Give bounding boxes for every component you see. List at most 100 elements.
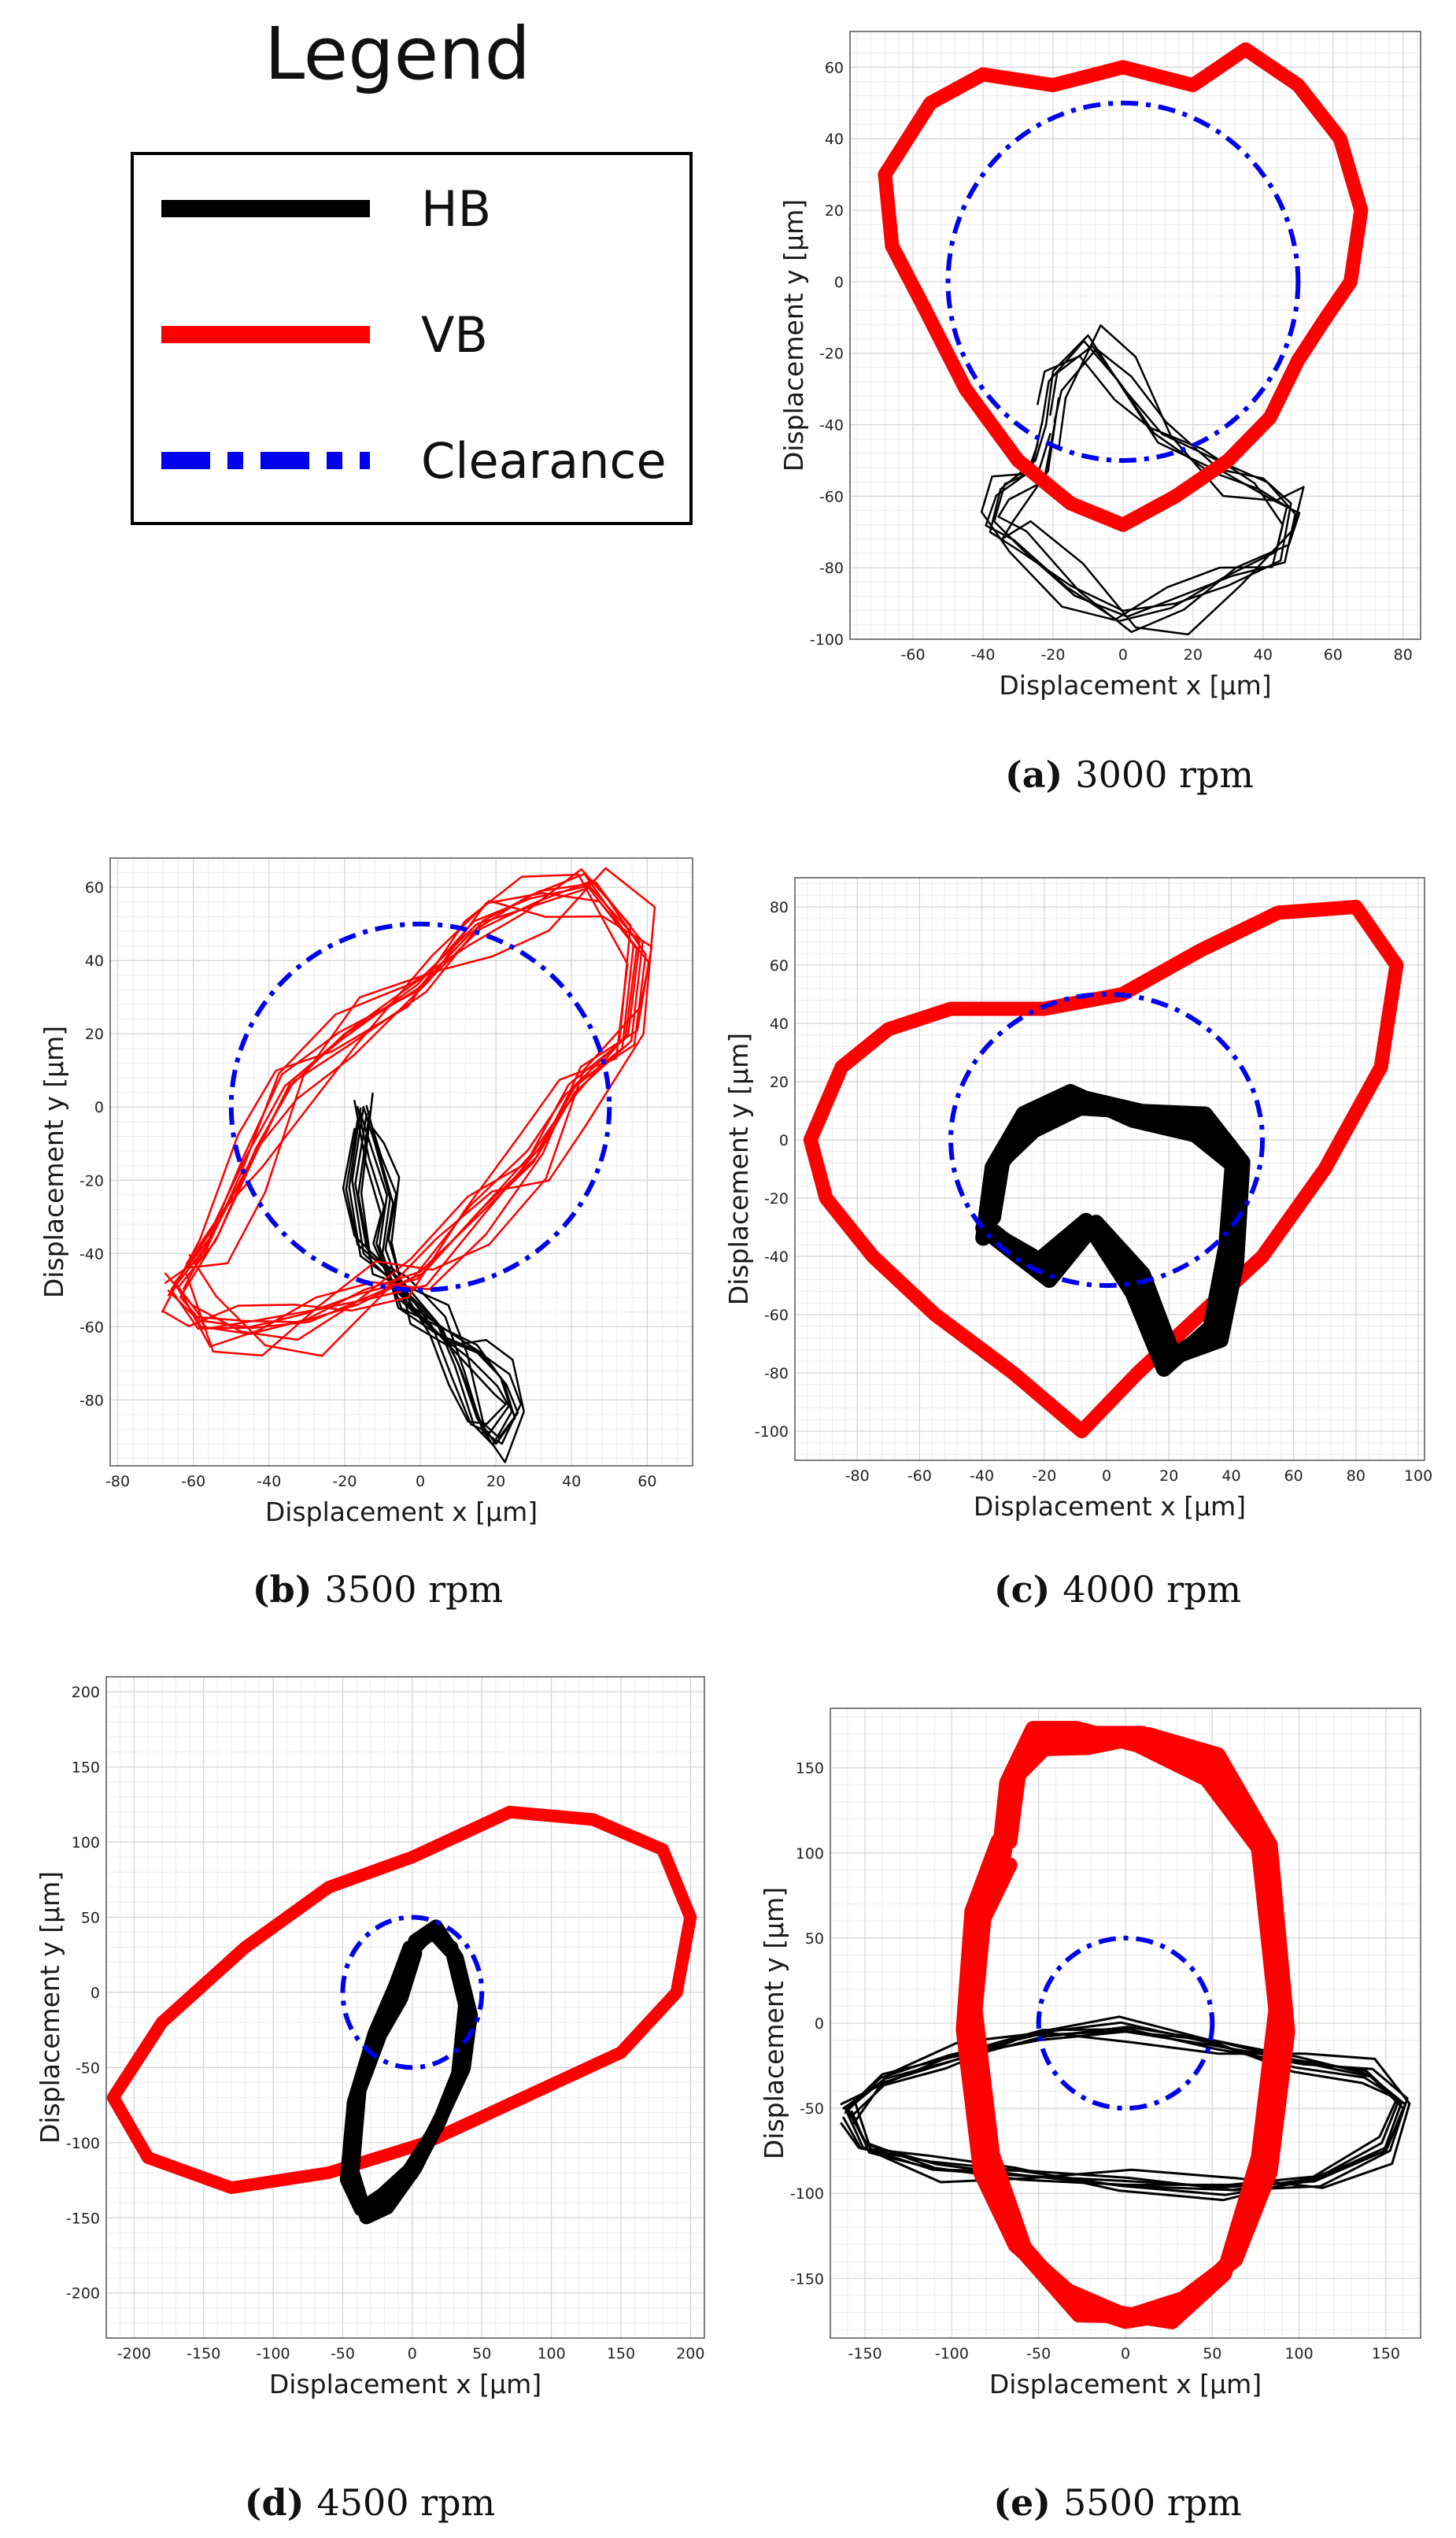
chart-c-caption: (c) 4000 rpm <box>994 1568 1241 1611</box>
chart-b-xtick-label: -20 <box>332 1473 357 1490</box>
chart-a-caption-label: (a) <box>1005 753 1075 796</box>
chart-b-xtick-label: 20 <box>486 1473 505 1490</box>
chart-e-data <box>840 1721 1411 2329</box>
legend-title: Legend <box>264 12 530 96</box>
chart-c-ytick-label: 80 <box>770 899 789 916</box>
chart-a-xtick-label: 0 <box>1118 646 1128 664</box>
chart-d-ytick-label: -100 <box>66 2135 100 2152</box>
chart-b-xtick-label: 60 <box>637 1473 656 1490</box>
chart-a-ytick-label: -100 <box>810 631 844 649</box>
chart-e-xtick-label: 150 <box>1372 2345 1400 2362</box>
chart-b-plot-area <box>110 858 693 1466</box>
chart-a: -60 -40 -20 0 20 40 60 80 -100 -80 -60 -40 -20 0 20 40 6… <box>778 31 1421 796</box>
chart-a-ytick-label: -20 <box>819 346 844 363</box>
chart-d-axes-box <box>105 1676 705 2339</box>
chart-c-xtick-label: 20 <box>1159 1467 1178 1485</box>
chart-c-caption-text: 4000 rpm <box>1062 1568 1241 1611</box>
chart-e-ytick-label: 50 <box>805 1930 824 1948</box>
chart-b-clearance-circle <box>228 921 612 1293</box>
chart-d-xtick-label: 100 <box>537 2345 565 2362</box>
chart-a-ytick-label: -80 <box>819 560 844 577</box>
chart-d-ytick-label: 0 <box>91 1985 100 2002</box>
chart-a-vb-orbit <box>878 42 1369 532</box>
chart-c-xtick-label: 100 <box>1404 1467 1432 1485</box>
chart-e-series-vb <box>955 1721 1295 2329</box>
chart-d-data <box>106 1805 697 2225</box>
chart-b-vb-orbit <box>188 867 656 1357</box>
chart-c-ylabel: Displacement y [μm] <box>723 1033 754 1305</box>
chart-c-hb-orbit <box>975 1084 1240 1377</box>
chart-d-xtick-label: 0 <box>408 2345 417 2362</box>
chart-c-xtick-label: -60 <box>907 1467 932 1485</box>
chart-e-caption-label: (e) <box>993 2481 1063 2524</box>
chart-d-vb-orbit <box>106 1805 697 2195</box>
chart-a-hb-orbit <box>980 355 1284 621</box>
chart-d-xtick-label: 150 <box>607 2345 635 2362</box>
chart-a-ytick-label: -60 <box>819 488 844 505</box>
chart-b-caption-label: (b) <box>253 1568 325 1611</box>
panels: -60 -40 -20 0 20 40 60 80 -100 -80 -60 -40 -20 0 20 40 6… <box>35 31 1432 2524</box>
chart-e-ytick-label: 0 <box>815 2015 824 2033</box>
chart-a-axes-box <box>849 31 1421 640</box>
chart-e-xtick-label: -100 <box>935 2345 969 2362</box>
chart-d-grid <box>105 1676 705 2339</box>
chart-a-xtick-label: 40 <box>1254 646 1273 664</box>
chart-b-xlabel: Displacement x [μm] <box>265 1497 538 1527</box>
chart-a-xtick-label: 80 <box>1394 646 1413 664</box>
legend: Legend HB VB Clearance <box>131 12 693 525</box>
chart-b-vb-orbit <box>185 900 653 1357</box>
chart-b-ytick-label: 60 <box>85 879 104 897</box>
chart-a-ytick-label: -40 <box>819 417 844 435</box>
chart-c-ytick-label: -40 <box>764 1249 789 1266</box>
chart-b-ytick-label: 0 <box>94 1099 104 1116</box>
chart-d-ytick-label: 50 <box>81 1909 100 1926</box>
chart-e-grid <box>830 1708 1421 2338</box>
chart-b-series-vb <box>161 867 656 1357</box>
chart-e: -150 -100 -50 0 50 100 150 -150 -100 -50 0 50 100 150… <box>759 1707 1421 2524</box>
chart-a-series-vb <box>878 42 1369 532</box>
chart-b-ytick-label: -80 <box>79 1392 104 1409</box>
chart-d-xtick-label: -100 <box>257 2345 290 2362</box>
chart-a-xtick-label: 60 <box>1324 646 1343 664</box>
chart-d-xtick-label: -150 <box>187 2345 220 2362</box>
chart-e-xtick-label: 0 <box>1121 2345 1130 2362</box>
chart-a-hb-orbit <box>1001 324 1305 636</box>
chart-c-xtick-label: -80 <box>845 1467 870 1485</box>
chart-d-series-hb <box>339 1919 479 2225</box>
chart-c-series-vb <box>803 900 1404 1438</box>
chart-b-caption-text: 3500 rpm <box>324 1568 503 1611</box>
chart-e-xtick-label: 100 <box>1284 2345 1313 2362</box>
chart-a-ytick-label: 60 <box>825 59 844 76</box>
chart-e-caption-text: 5500 rpm <box>1063 2481 1242 2524</box>
chart-d-series-vb <box>106 1805 697 2195</box>
chart-b-ytick-label: 40 <box>85 953 104 970</box>
chart-a-xtick-label: -60 <box>901 646 926 664</box>
chart-c-xtick-label: -20 <box>1032 1467 1056 1485</box>
chart-c-ytick-label: 60 <box>770 957 789 975</box>
chart-b-ytick-label: -40 <box>79 1245 104 1263</box>
chart-c-xtick-label: 40 <box>1221 1467 1240 1485</box>
legend-label-hb: HB <box>421 180 491 238</box>
chart-b-xtick-label: -80 <box>105 1473 130 1490</box>
chart-c-ytick-label: 0 <box>779 1132 789 1149</box>
chart-b-ytick-label: -20 <box>79 1172 104 1189</box>
chart-a-ylabel: Displacement y [μm] <box>778 199 809 472</box>
chart-d-ytick-label: -150 <box>66 2210 100 2227</box>
chart-e-vb-orbit <box>966 1726 1295 2324</box>
chart-b-caption: (b) 3500 rpm <box>253 1568 503 1611</box>
chart-a-clearance-circle <box>945 100 1301 463</box>
chart-a-ytick-label: 0 <box>834 274 844 291</box>
chart-c-ytick-label: -60 <box>764 1307 789 1324</box>
chart-c-ytick-label: -20 <box>764 1190 789 1208</box>
chart-c-axes-box <box>794 877 1425 1461</box>
chart-d-ylabel: Displacement y [μm] <box>35 1871 65 2144</box>
chart-c-ytick-label: 40 <box>770 1016 789 1033</box>
chart-a-hb-orbit <box>997 347 1301 634</box>
chart-c-xtick-label: -40 <box>970 1467 994 1485</box>
chart-b-xtick-label: 0 <box>416 1473 425 1490</box>
chart-c-xtick-label: 80 <box>1347 1467 1365 1485</box>
chart-e-ylabel: Displacement y [μm] <box>759 1887 789 2159</box>
chart-e-caption: (e) 5500 rpm <box>993 2481 1242 2524</box>
chart-e-xlabel: Displacement x [μm] <box>989 2369 1262 2399</box>
chart-a-xtick-label: -40 <box>970 646 995 664</box>
